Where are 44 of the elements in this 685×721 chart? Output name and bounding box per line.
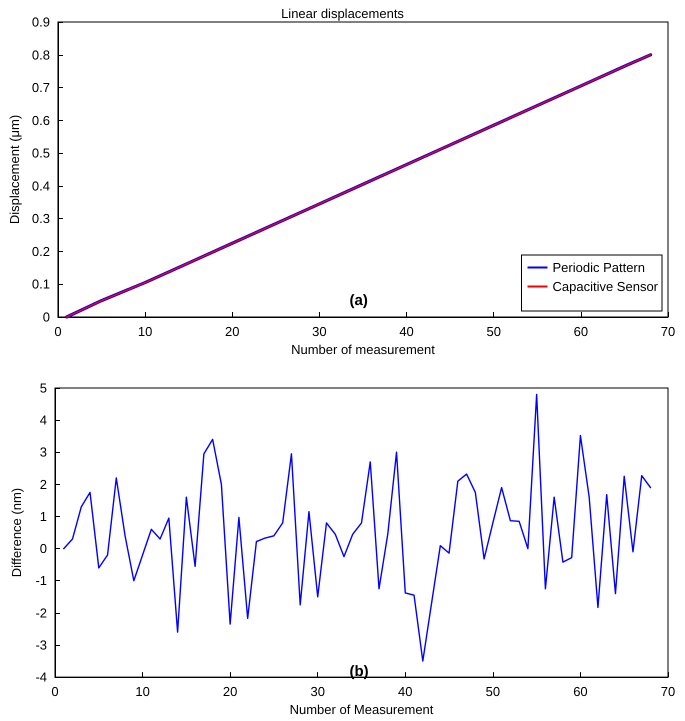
legend-label: Periodic Pattern [552,260,645,275]
annotation: (a) [350,292,368,309]
y-tick-label: 0.9 [32,14,50,30]
y-tick-label: 0.6 [32,112,50,128]
x-tick-label: 20 [225,324,240,339]
x-axis-title: Number of Measurement [290,702,434,717]
x-tick-label: 30 [312,324,327,339]
y-tick-label: 5 [40,380,47,396]
y-tick-label: -1 [35,573,47,588]
y-tick-label: 0.7 [32,80,50,96]
y-tick-label: 2 [40,476,47,492]
x-tick-label: 50 [486,684,500,700]
y-tick-label: 1 [40,508,47,524]
legend-label: Capacitive Sensor [552,279,659,294]
annotation: (b) [350,663,369,680]
y-tick-label: 0.2 [32,244,50,259]
x-tick-label: 70 [660,684,676,700]
x-tick-label: 60 [573,684,588,700]
x-tick-label: 0 [54,324,62,339]
x-tick-label: 60 [574,324,588,339]
y-tick-label: 0.3 [32,211,50,226]
y-tick-label: 0.8 [32,47,50,62]
x-tick-label: 10 [138,324,152,339]
x-tick-label: 10 [135,684,150,700]
x-tick-label: 30 [310,684,325,700]
y-axis-title: Difference (nm) [9,488,24,578]
x-tick-label: 50 [486,324,501,339]
x-tick-label: 40 [399,324,414,339]
y-tick-label: 0 [42,310,50,324]
x-axis-title: Number of measurement [291,342,436,357]
y-tick-label: -2 [35,605,47,620]
x-tick-label: 20 [222,684,238,700]
y-tick-label: 0 [40,541,47,556]
y-tick-label: 0.1 [32,276,50,292]
y-tick-label: 3 [40,444,47,460]
y-tick-label: 0.4 [32,178,50,194]
y-tick-label: 0.5 [32,146,50,161]
y-tick-label: 4 [40,412,47,428]
y-axis-title: Displacement (μm) [7,114,22,224]
y-tick-label: -4 [35,670,47,685]
x-tick-label: 70 [660,324,676,339]
chart-title: Linear displacements [281,6,404,21]
x-tick-label: 40 [398,684,413,700]
y-tick-label: -3 [35,637,47,652]
